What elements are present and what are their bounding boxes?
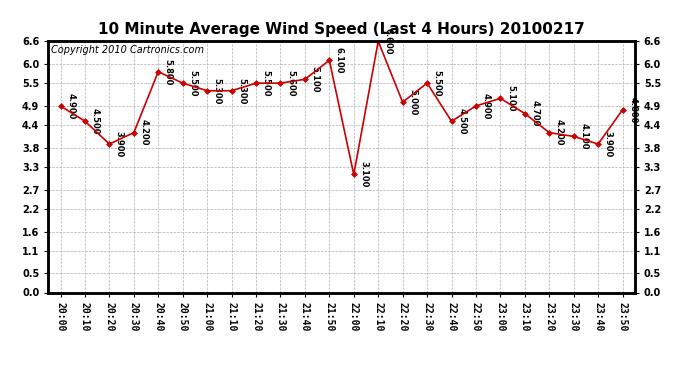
Text: 4.200: 4.200: [139, 119, 148, 146]
Text: 5.100: 5.100: [506, 85, 515, 112]
Text: 4.500: 4.500: [90, 108, 99, 135]
Text: 5.500: 5.500: [188, 70, 197, 96]
Text: 5.300: 5.300: [213, 78, 221, 104]
Text: 5.600: 5.600: [286, 70, 295, 96]
Text: 4.900: 4.900: [482, 93, 491, 119]
Text: 6.600: 6.600: [384, 28, 393, 54]
Text: 5.800: 5.800: [164, 58, 172, 85]
Text: 4.200: 4.200: [555, 119, 564, 146]
Text: 4.900: 4.900: [66, 93, 75, 119]
Text: 4.500: 4.500: [457, 108, 466, 135]
Text: 5.500: 5.500: [433, 70, 442, 96]
Text: 4.100: 4.100: [580, 123, 589, 150]
Text: 5.100: 5.100: [310, 66, 319, 93]
Text: 3.900: 3.900: [115, 131, 124, 157]
Text: 3.900: 3.900: [604, 131, 613, 157]
Text: 4.800: 4.800: [628, 97, 637, 123]
Text: 5.300: 5.300: [237, 78, 246, 104]
Title: 10 Minute Average Wind Speed (Last 4 Hours) 20100217: 10 Minute Average Wind Speed (Last 4 Hou…: [98, 22, 585, 37]
Text: 5.500: 5.500: [262, 70, 270, 96]
Text: 5.000: 5.000: [408, 89, 417, 116]
Text: 4.700: 4.700: [531, 100, 540, 127]
Text: 3.100: 3.100: [359, 161, 368, 188]
Text: 6.100: 6.100: [335, 47, 344, 74]
Text: Copyright 2010 Cartronics.com: Copyright 2010 Cartronics.com: [51, 45, 204, 55]
